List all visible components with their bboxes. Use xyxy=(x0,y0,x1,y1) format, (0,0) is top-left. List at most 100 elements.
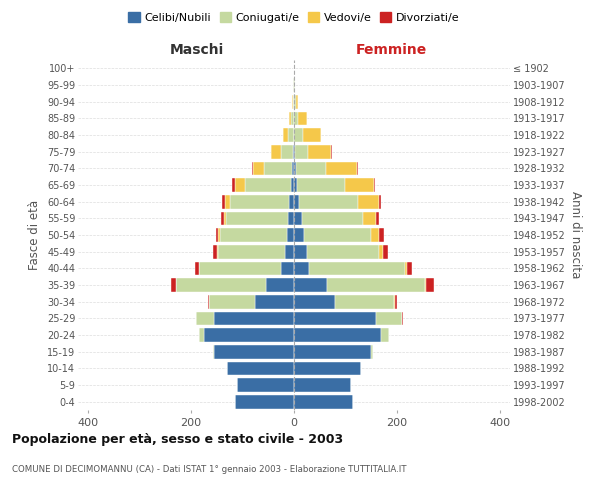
Bar xyxy=(266,278,294,292)
Bar xyxy=(214,345,294,358)
Bar xyxy=(294,345,371,358)
Bar xyxy=(426,278,434,292)
Bar xyxy=(292,112,294,125)
Bar xyxy=(308,145,331,158)
Bar xyxy=(294,395,353,408)
Bar xyxy=(294,162,296,175)
Bar xyxy=(195,262,199,275)
Bar xyxy=(271,145,281,158)
Bar xyxy=(335,295,394,308)
Bar xyxy=(425,278,426,292)
Bar xyxy=(204,328,294,342)
Bar xyxy=(252,162,253,175)
Bar xyxy=(218,228,220,242)
Bar xyxy=(294,362,361,375)
Bar xyxy=(224,195,230,208)
Bar xyxy=(294,312,376,325)
Bar xyxy=(376,212,379,225)
Bar xyxy=(245,178,292,192)
Bar xyxy=(294,228,304,242)
Bar xyxy=(292,162,294,175)
Bar xyxy=(222,195,224,208)
Text: COMUNE DI DECIMOMANNU (CA) - Dati ISTAT 1° gennaio 2003 - Elaborazione TUTTITALI: COMUNE DI DECIMOMANNU (CA) - Dati ISTAT … xyxy=(12,466,407,474)
Legend: Celibi/Nubili, Coniugati/e, Vedovi/e, Divorziati/e: Celibi/Nubili, Coniugati/e, Vedovi/e, Di… xyxy=(124,8,464,28)
Y-axis label: Fasce di età: Fasce di età xyxy=(28,200,41,270)
Bar xyxy=(294,295,335,308)
Bar xyxy=(256,295,294,308)
Bar xyxy=(371,228,379,242)
Text: Popolazione per età, sesso e stato civile - 2003: Popolazione per età, sesso e stato civil… xyxy=(12,432,343,446)
Bar xyxy=(328,278,425,292)
Bar xyxy=(294,212,302,225)
Bar xyxy=(395,295,397,308)
Bar xyxy=(383,245,388,258)
Bar xyxy=(294,128,303,142)
Bar xyxy=(213,345,214,358)
Bar xyxy=(209,295,256,308)
Bar xyxy=(294,178,296,192)
Bar xyxy=(238,378,294,392)
Bar xyxy=(295,145,308,158)
Bar xyxy=(224,212,226,225)
Bar xyxy=(296,162,326,175)
Bar xyxy=(292,178,294,192)
Bar xyxy=(253,162,264,175)
Bar xyxy=(376,312,402,325)
Bar xyxy=(221,212,224,225)
Bar xyxy=(227,362,294,375)
Bar xyxy=(302,212,364,225)
Bar xyxy=(296,95,298,108)
Bar xyxy=(287,228,294,242)
Bar xyxy=(176,278,266,292)
Bar xyxy=(208,295,209,308)
Bar xyxy=(294,195,299,208)
Bar xyxy=(220,228,287,242)
Bar xyxy=(294,95,296,108)
Bar xyxy=(199,328,204,342)
Bar xyxy=(235,178,245,192)
Bar xyxy=(264,162,292,175)
Bar xyxy=(294,245,307,258)
Bar xyxy=(379,245,383,258)
Bar xyxy=(213,245,217,258)
Bar xyxy=(407,262,412,275)
Bar xyxy=(289,112,292,125)
Bar xyxy=(216,228,218,242)
Bar xyxy=(293,95,294,108)
Bar xyxy=(379,228,384,242)
Bar xyxy=(379,195,382,208)
Bar xyxy=(304,228,371,242)
Bar xyxy=(358,195,379,208)
Bar xyxy=(326,162,357,175)
Bar xyxy=(357,162,358,175)
Bar xyxy=(294,328,382,342)
Bar xyxy=(232,178,235,192)
Bar xyxy=(371,345,373,358)
Bar xyxy=(382,328,389,342)
Bar xyxy=(226,212,288,225)
Bar xyxy=(235,395,294,408)
Bar xyxy=(303,128,321,142)
Bar xyxy=(199,262,281,275)
Text: Maschi: Maschi xyxy=(170,42,224,56)
Bar xyxy=(310,262,404,275)
Bar xyxy=(281,145,293,158)
Bar xyxy=(283,128,288,142)
Bar xyxy=(402,312,403,325)
Bar xyxy=(346,178,374,192)
Y-axis label: Anni di nascita: Anni di nascita xyxy=(569,192,583,278)
Bar xyxy=(170,278,176,292)
Bar xyxy=(196,312,214,325)
Bar xyxy=(374,178,375,192)
Bar xyxy=(299,195,358,208)
Bar xyxy=(218,245,285,258)
Text: Femmine: Femmine xyxy=(356,42,427,56)
Bar xyxy=(294,262,310,275)
Bar xyxy=(214,312,294,325)
Bar xyxy=(288,212,294,225)
Bar xyxy=(230,195,289,208)
Bar xyxy=(307,245,379,258)
Bar xyxy=(296,178,346,192)
Bar xyxy=(289,195,294,208)
Bar xyxy=(285,245,294,258)
